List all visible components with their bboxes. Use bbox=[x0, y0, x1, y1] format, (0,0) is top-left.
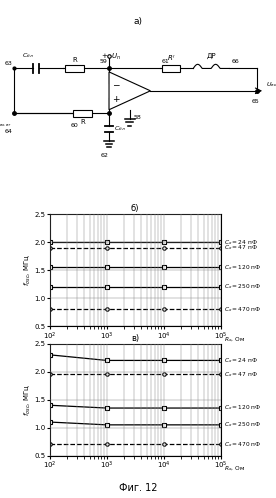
Polygon shape bbox=[109, 72, 150, 110]
Text: $C_x = 470$ пФ: $C_x = 470$ пФ bbox=[224, 440, 262, 449]
Text: 61: 61 bbox=[161, 59, 169, 64]
Text: $R'$: $R'$ bbox=[167, 53, 176, 63]
Text: $C_x = 24$ пФ: $C_x = 24$ пФ bbox=[224, 356, 258, 365]
Text: 66: 66 bbox=[232, 59, 240, 64]
Text: +: + bbox=[101, 53, 107, 59]
Text: $C_{бл}$: $C_{бл}$ bbox=[114, 124, 126, 133]
Text: 63: 63 bbox=[4, 61, 12, 66]
Text: +: + bbox=[112, 95, 120, 104]
Bar bbox=[65, 65, 84, 72]
Y-axis label: $f_{osc}$, МГц: $f_{osc}$, МГц bbox=[23, 383, 33, 416]
Text: $C_{бл}$: $C_{бл}$ bbox=[22, 51, 33, 60]
Bar bbox=[162, 65, 180, 72]
Text: а): а) bbox=[134, 17, 142, 26]
Title: б): б) bbox=[131, 204, 139, 213]
Text: $U_{вх.вт}$: $U_{вх.вт}$ bbox=[0, 120, 12, 129]
Text: $C_x = 24$ пФ: $C_x = 24$ пФ bbox=[224, 238, 258, 247]
Text: 59: 59 bbox=[100, 59, 108, 64]
Text: $C_x = 250$ пФ: $C_x = 250$ пФ bbox=[224, 282, 262, 291]
Text: R: R bbox=[80, 119, 85, 125]
Text: $C_x = 47$ пФ: $C_x = 47$ пФ bbox=[224, 244, 258, 252]
Text: 60: 60 bbox=[71, 123, 79, 128]
Text: $C_x = 470$ пФ: $C_x = 470$ пФ bbox=[224, 305, 262, 314]
Text: $C_x = 120$ пФ: $C_x = 120$ пФ bbox=[224, 263, 262, 272]
Bar bbox=[73, 110, 92, 117]
Title: в): в) bbox=[131, 334, 139, 343]
Y-axis label: $f_{osc}$, МГц: $f_{osc}$, МГц bbox=[23, 254, 33, 286]
Text: 58: 58 bbox=[134, 115, 142, 120]
Text: $U_{вых}$: $U_{вых}$ bbox=[266, 80, 276, 89]
Text: −: − bbox=[112, 80, 120, 89]
X-axis label: $R_x$, Ом: $R_x$, Ом bbox=[123, 343, 148, 353]
Text: 64: 64 bbox=[4, 128, 12, 133]
Text: $C_x = 120$ пФ: $C_x = 120$ пФ bbox=[224, 403, 262, 412]
Text: $C_x = 250$ пФ: $C_x = 250$ пФ bbox=[224, 420, 262, 429]
Text: 62: 62 bbox=[101, 153, 109, 158]
Text: R: R bbox=[72, 57, 77, 63]
Text: Фиг. 12: Фиг. 12 bbox=[119, 483, 157, 493]
Text: $R_x$, Ом: $R_x$, Ом bbox=[224, 335, 245, 344]
Text: $U_n$: $U_n$ bbox=[111, 51, 121, 62]
Text: $C_x = 47$ пФ: $C_x = 47$ пФ bbox=[224, 370, 258, 379]
Text: 65: 65 bbox=[251, 100, 259, 105]
Text: ДР: ДР bbox=[206, 53, 216, 59]
Text: $R_x$, Ом: $R_x$, Ом bbox=[224, 465, 245, 474]
